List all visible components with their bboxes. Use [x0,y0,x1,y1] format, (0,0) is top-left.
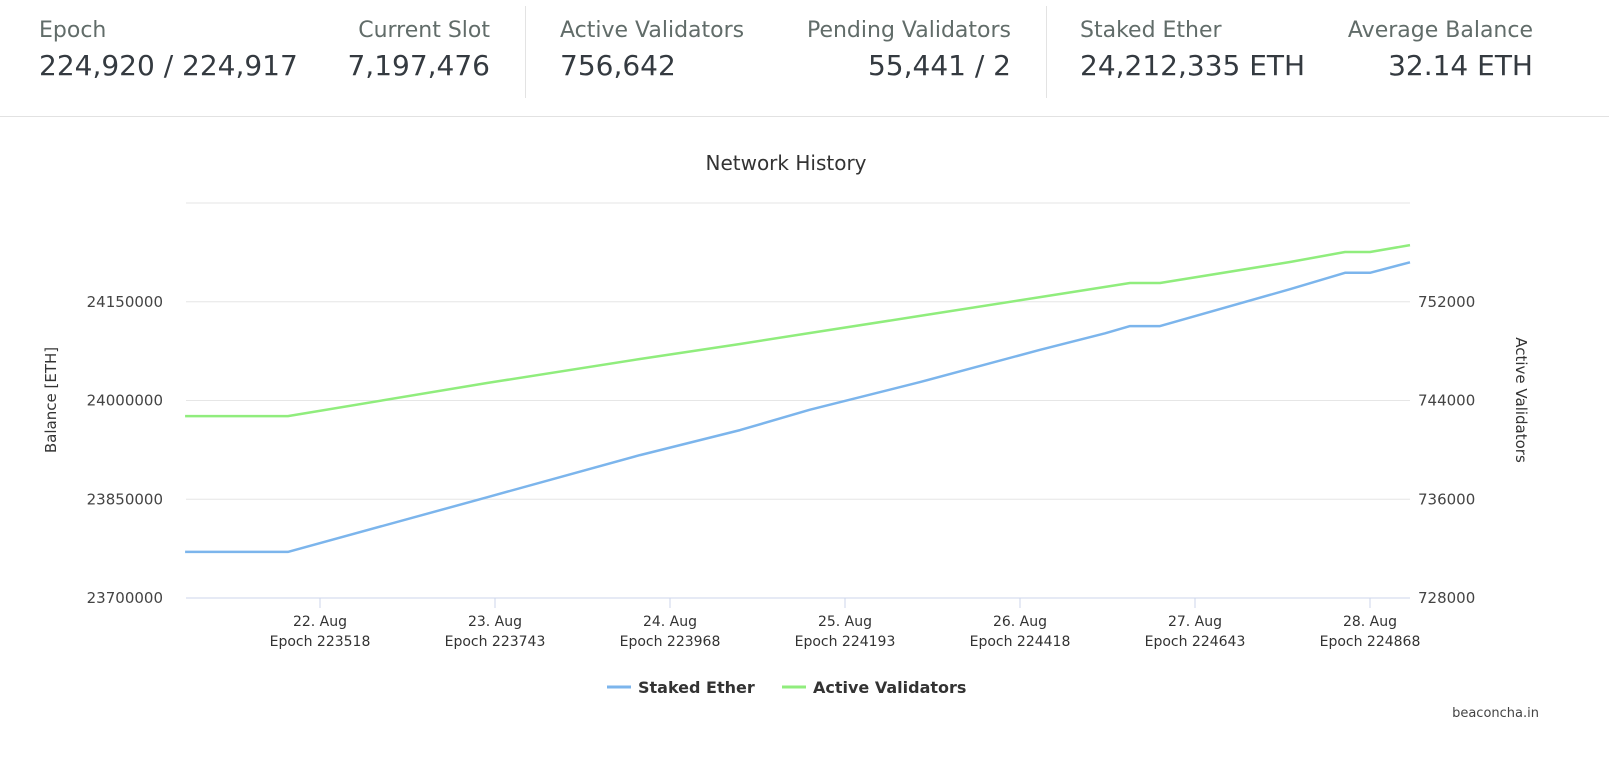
stat-label: Epoch [39,18,107,43]
y-tick-label: 23700000 [87,589,163,607]
series-line-active-validators[interactable] [185,243,1411,418]
watermark: beaconcha.in [1452,706,1539,721]
y2-tick-label: 752000 [1418,293,1475,311]
stat-value: 32.14 ETH [1388,49,1533,82]
stat-label: Pending Validators [806,18,1011,43]
x-tick-label-date: 28. Aug [1343,614,1397,630]
y-axis-title: Balance [ETH] [42,347,60,453]
chart-title: Network History [705,151,866,175]
divider [525,6,526,98]
stat-value: 55,441 / 2 [867,49,1011,82]
legend-item-staked-ether[interactable]: Staked Ether [638,678,755,697]
y-tick-label: 24150000 [87,293,163,311]
x-tick-label-date: 24. Aug [643,614,697,630]
stat-pending-validators: Pending Validators 55,441 / 2 [807,18,1011,82]
stat-epoch: Epoch 224,920 / 224,917 [39,18,298,82]
x-tick-label-epoch: Epoch 224418 [970,634,1071,650]
stat-active-validators: Active Validators 756,642 [560,18,744,82]
stat-value: 24,212,335 ETH [1080,49,1306,82]
legend-item-active-validators[interactable]: Active Validators [813,678,966,697]
x-tick-label-date: 23. Aug [468,614,522,630]
divider [1046,6,1047,98]
x-tick-label-epoch: Epoch 223518 [270,634,371,650]
x-tick-label-date: 26. Aug [993,614,1047,630]
legend: Staked Ether Active Validators [607,678,966,697]
x-tick-label-epoch: Epoch 224643 [1145,634,1246,650]
y2-axis-title: Active Validators [1512,337,1530,463]
stat-current-slot: Current Slot 7,197,476 [347,18,490,82]
stat-staked-ether: Staked Ether 24,212,335 ETH [1080,18,1305,82]
stat-label: Average Balance [1347,18,1533,43]
x-tick-label-epoch: Epoch 224868 [1320,634,1421,650]
x-tick-label-date: 22. Aug [293,614,347,630]
y2-tick-label: 736000 [1418,490,1475,508]
stat-label: Staked Ether [1080,18,1222,43]
stat-value: 224,920 / 224,917 [39,49,298,82]
x-tick-label-epoch: Epoch 224193 [795,634,896,650]
x-tick-label-date: 27. Aug [1168,614,1222,630]
stat-label: Active Validators [560,18,745,43]
x-tick-label-date: 25. Aug [818,614,872,630]
x-tick-label-epoch: Epoch 223743 [445,634,546,650]
x-tick-label-epoch: Epoch 223968 [620,634,721,650]
y-tick-label: 23850000 [87,490,163,508]
stat-value: 756,642 [560,49,676,82]
stat-label: Current Slot [358,18,490,43]
network-stats-header: Epoch 224,920 / 224,917 Current Slot 7,1… [0,0,1609,117]
y-tick-label: 24000000 [87,392,163,410]
stat-average-balance: Average Balance 32.14 ETH [1348,18,1533,82]
series-line-staked-ether[interactable] [185,261,1411,554]
stat-value: 7,197,476 [347,49,490,82]
y2-tick-label: 728000 [1418,589,1475,607]
y2-tick-label: 744000 [1418,392,1475,410]
